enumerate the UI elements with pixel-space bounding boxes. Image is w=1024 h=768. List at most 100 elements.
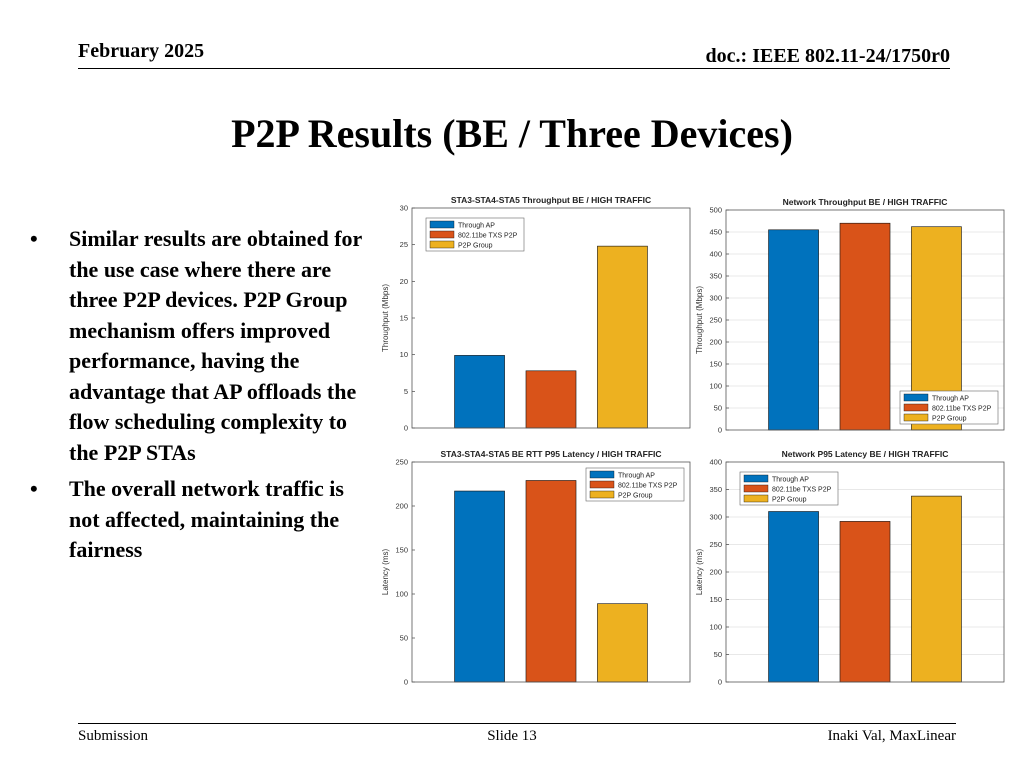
y-tick-label: 350 — [709, 272, 722, 281]
y-tick-label: 150 — [395, 546, 408, 555]
y-tick-label: 10 — [400, 350, 408, 359]
y-tick-label: 0 — [404, 424, 408, 433]
legend-label: 802.11be TXS P2P — [458, 232, 518, 239]
y-tick-label: 25 — [400, 240, 408, 249]
y-tick-label: 15 — [400, 314, 408, 323]
legend-swatch — [743, 494, 769, 503]
y-tick-label: 150 — [709, 595, 722, 604]
legend-swatch — [589, 490, 615, 499]
y-axis-label: Throughput (Mbps) — [382, 284, 390, 352]
y-tick-label: 250 — [709, 540, 722, 549]
bar — [839, 521, 891, 683]
chart-title: STA3-STA4-STA5 BE RTT P95 Latency / HIGH… — [440, 449, 661, 459]
bar — [525, 480, 577, 683]
y-tick-label: 100 — [709, 382, 722, 391]
y-tick-label: 200 — [395, 502, 408, 511]
chart-network-latency: Network P95 Latency BE / HIGH TRAFFIC 0 50… — [695, 449, 1005, 687]
y-tick-label: 0 — [404, 678, 408, 687]
bar — [768, 229, 819, 431]
axes-box — [725, 209, 1005, 431]
legend: Through AP 802.11be TXS P2P P2P Group — [899, 390, 999, 425]
legend-swatch — [429, 230, 455, 239]
y-tick-label: 500 — [709, 206, 722, 215]
chart-network-throughput: Network Throughput BE / HIGH TRAFFIC 0 50 1… — [695, 197, 1005, 435]
bar — [839, 222, 891, 431]
legend-swatch — [903, 403, 929, 412]
bar — [911, 495, 962, 683]
header-divider — [78, 68, 950, 69]
legend-label: 802.11be TXS P2P — [618, 482, 678, 489]
y-axis-label: Latency (ms) — [382, 549, 390, 596]
footer-slide-number: Slide 13 — [487, 728, 537, 744]
bar — [768, 511, 819, 683]
footer-submission: Submission — [78, 728, 149, 744]
legend-swatch — [743, 484, 769, 493]
legend-label: Through AP — [932, 395, 969, 402]
y-tick-label: 250 — [395, 458, 408, 467]
legend-swatch — [589, 480, 615, 489]
legend-label: Through AP — [772, 476, 809, 483]
legend: Through AP 802.11be TXS P2P P2P Group — [425, 217, 525, 252]
chart-title: STA3-STA4-STA5 Throughput BE / HIGH TRAF… — [451, 195, 651, 205]
legend-label: Through AP — [618, 472, 655, 479]
y-tick-label: 100 — [395, 590, 408, 599]
chart-title: Network P95 Latency BE / HIGH TRAFFIC — [782, 449, 949, 459]
bullet-item: • Similar results are obtained for the u… — [30, 224, 375, 468]
legend: Through AP 802.11be TXS P2P P2P Group — [585, 467, 685, 502]
bullet-text: The overall network traffic is not affec… — [69, 476, 344, 562]
chart-sta-throughput: STA3-STA4-STA5 Throughput BE / HIGH TRAF… — [382, 195, 691, 433]
axes-box — [725, 461, 1005, 683]
legend-label: P2P Group — [932, 415, 967, 422]
bar — [454, 355, 505, 429]
header-date: February 2025 — [78, 40, 205, 62]
y-tick-label: 50 — [400, 634, 408, 643]
axes-box — [411, 207, 691, 429]
y-tick-label: 200 — [709, 338, 722, 347]
y-tick-label: 200 — [709, 568, 722, 577]
bullet-symbol: • — [30, 226, 38, 251]
legend: Through AP 802.11be TXS P2P P2P Group — [739, 471, 839, 506]
legend-swatch — [589, 470, 615, 479]
bullet-item: • The overall network traffic is not aff… — [30, 474, 375, 566]
bar — [525, 370, 577, 429]
y-tick-label: 400 — [709, 250, 722, 259]
y-tick-label: 300 — [709, 513, 722, 522]
y-axis-label: Throughput (Mbps) — [695, 286, 704, 354]
legend-label: Through AP — [458, 222, 495, 229]
y-tick-label: 300 — [709, 294, 722, 303]
legend-label: P2P Group — [772, 496, 807, 503]
y-tick-label: 100 — [709, 623, 722, 632]
y-tick-label: 50 — [714, 650, 722, 659]
legend-swatch — [903, 393, 929, 402]
chart-title: Network Throughput BE / HIGH TRAFFIC — [783, 197, 948, 207]
y-tick-label: 0 — [718, 678, 722, 687]
y-tick-label: 150 — [709, 360, 722, 369]
y-tick-label: 0 — [718, 426, 722, 435]
y-tick-label: 5 — [404, 387, 408, 396]
y-tick-label: 20 — [400, 277, 408, 286]
y-axis-label: Latency (ms) — [695, 549, 704, 596]
legend-swatch — [429, 220, 455, 229]
bar — [597, 245, 648, 429]
bullet-text: Similar results are obtained for the use… — [69, 226, 362, 465]
legend-swatch — [429, 240, 455, 249]
legend-swatch — [743, 474, 769, 483]
legend-swatch — [903, 413, 929, 422]
slide-title: P2P Results (BE / Three Devices) — [231, 111, 793, 156]
chart-sta-latency: STA3-STA4-STA5 BE RTT P95 Latency / HIGH… — [382, 449, 691, 687]
axes-box — [411, 461, 691, 683]
y-tick-label: 30 — [400, 204, 408, 213]
bullet-list: • Similar results are obtained for the u… — [30, 224, 375, 572]
legend-label: P2P Group — [458, 242, 493, 249]
legend-label: 802.11be TXS P2P — [772, 486, 832, 493]
header-doc-id: doc.: IEEE 802.11-24/1750r0 — [705, 45, 950, 67]
legend-label: 802.11be TXS P2P — [932, 405, 992, 412]
y-tick-label: 400 — [709, 458, 722, 467]
y-tick-label: 50 — [714, 404, 722, 413]
y-tick-label: 350 — [709, 485, 722, 494]
footer-divider — [78, 723, 956, 724]
y-tick-label: 450 — [709, 228, 722, 237]
legend-label: P2P Group — [618, 492, 653, 499]
bullet-symbol: • — [30, 476, 38, 501]
bar — [454, 490, 505, 683]
